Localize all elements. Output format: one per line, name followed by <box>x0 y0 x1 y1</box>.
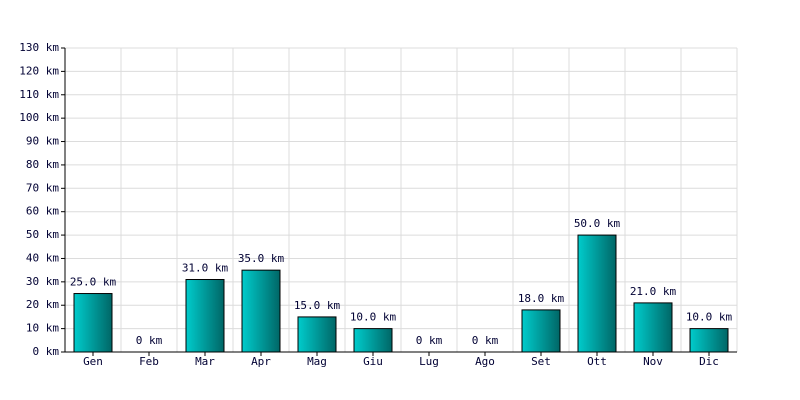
y-tick-label: 80 km <box>26 158 59 171</box>
value-label: 21.0 km <box>630 285 677 298</box>
value-label: 31.0 km <box>182 262 229 275</box>
x-tick-label: Dic <box>699 355 719 368</box>
bar <box>353 328 393 353</box>
bar <box>521 309 561 353</box>
bar <box>633 302 673 353</box>
y-tick-label: 130 km <box>19 41 59 54</box>
x-tick-label: Lug <box>419 355 439 368</box>
x-tick-label: Ott <box>587 355 607 368</box>
x-tick-label: Mag <box>307 355 327 368</box>
y-tick-label: 60 km <box>26 205 59 218</box>
bar <box>689 328 729 353</box>
y-tick-label: 30 km <box>26 275 59 288</box>
value-label: 10.0 km <box>686 311 733 324</box>
y-tick-label: 120 km <box>19 64 59 77</box>
y-tick-label: 0 km <box>33 345 60 358</box>
value-label: 0 km <box>136 334 163 347</box>
x-tick-label: Apr <box>251 355 271 368</box>
y-tick-label: 100 km <box>19 111 59 124</box>
bar <box>185 279 225 353</box>
bar <box>241 269 281 353</box>
x-tick-label: Set <box>531 355 551 368</box>
value-label: 50.0 km <box>574 217 621 230</box>
y-tick-label: 110 km <box>19 88 59 101</box>
x-tick-label: Giu <box>363 355 383 368</box>
x-tick-label: Mar <box>195 355 215 368</box>
value-label: 0 km <box>416 334 443 347</box>
x-tick-label: Feb <box>139 355 159 368</box>
x-tick-label: Ago <box>475 355 495 368</box>
y-tick-label: 90 km <box>26 135 59 148</box>
value-label: 0 km <box>472 334 499 347</box>
y-tick-label: 40 km <box>26 251 59 264</box>
value-label: 35.0 km <box>238 252 285 265</box>
value-label: 18.0 km <box>518 292 565 305</box>
y-tick-label: 70 km <box>26 181 59 194</box>
bar <box>73 293 113 353</box>
bar <box>577 234 617 353</box>
x-tick-label: Gen <box>83 355 103 368</box>
value-label: 10.0 km <box>350 311 397 324</box>
x-tick-label: Nov <box>643 355 663 368</box>
y-tick-label: 10 km <box>26 322 59 335</box>
value-label: 15.0 km <box>294 299 341 312</box>
bar <box>297 316 337 353</box>
y-tick-label: 20 km <box>26 298 59 311</box>
y-tick-label: 50 km <box>26 228 59 241</box>
value-label: 25.0 km <box>70 276 117 289</box>
